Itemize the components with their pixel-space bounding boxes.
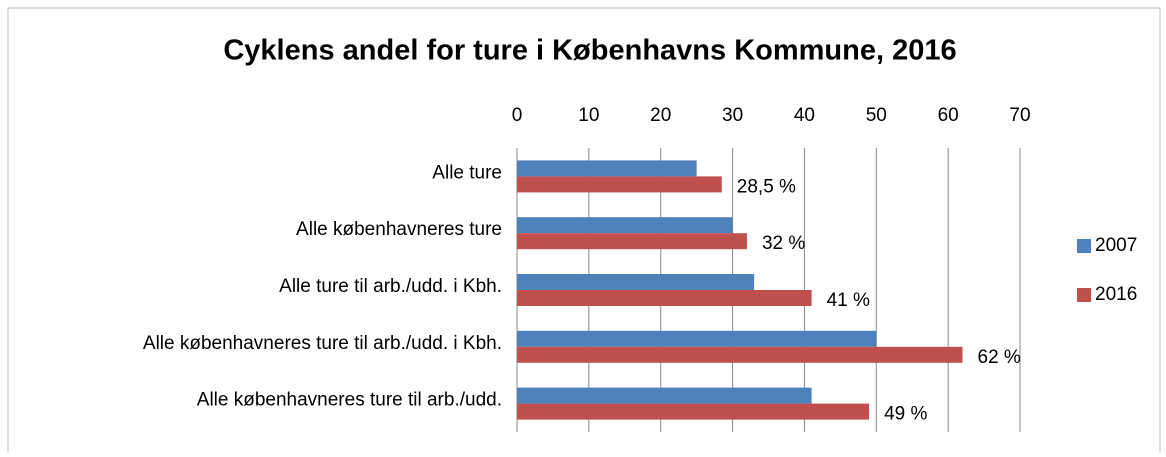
x-tick-label: 20 xyxy=(650,105,671,126)
bar xyxy=(517,274,755,290)
x-tick-label: 40 xyxy=(794,105,815,126)
x-tick-label: 30 xyxy=(722,105,743,126)
bar xyxy=(517,176,722,193)
data-label: 32 % xyxy=(762,233,805,254)
bar xyxy=(517,290,812,306)
bar xyxy=(517,346,963,363)
data-label: 28,5 % xyxy=(737,176,796,197)
legend-swatch xyxy=(1077,239,1091,253)
x-tick-label: 60 xyxy=(938,105,959,126)
legend-label: 2016 xyxy=(1095,284,1137,305)
data-label: 62 % xyxy=(978,347,1021,368)
x-tick-label: 10 xyxy=(578,105,599,126)
legend-label: 2007 xyxy=(1095,235,1137,256)
y-tick-label: Alle københavneres ture til arb./udd. xyxy=(197,390,502,411)
bar xyxy=(517,387,812,404)
y-tick-label: Alle ture xyxy=(432,162,502,183)
bar xyxy=(517,217,733,234)
bar xyxy=(517,330,877,347)
data-label: 49 % xyxy=(884,404,927,425)
data-label: 41 % xyxy=(827,290,870,311)
x-tick-label: 70 xyxy=(1009,105,1030,126)
y-tick-label: Alle ture til arb./udd. i Kbh. xyxy=(279,276,502,297)
bar xyxy=(517,233,747,250)
frame xyxy=(7,7,1161,452)
bar xyxy=(517,403,870,420)
legend-swatch xyxy=(1077,288,1091,302)
chart-title: Cyklens andel for ture i Københavns Komm… xyxy=(223,35,956,67)
x-tick-label: 50 xyxy=(866,105,887,126)
y-tick-label: Alle københavneres ture xyxy=(296,219,502,240)
y-tick-label: Alle københavneres ture til arb./udd. i … xyxy=(143,333,502,354)
bar xyxy=(517,160,697,177)
x-tick-label: 0 xyxy=(512,105,523,126)
